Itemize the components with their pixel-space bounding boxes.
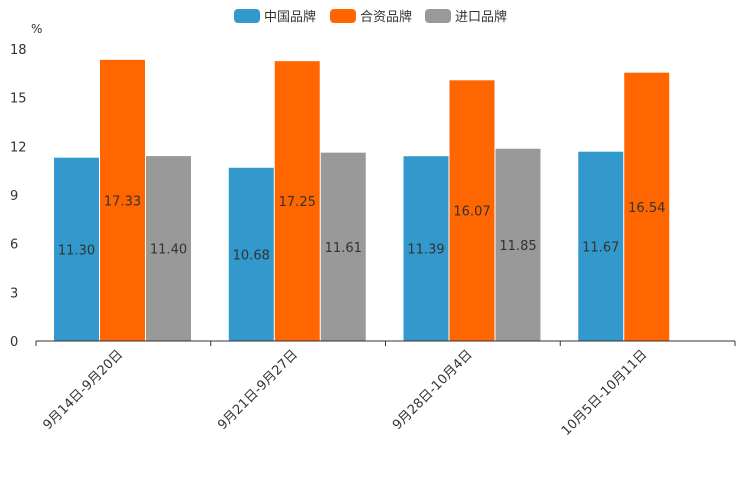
legend-swatch <box>234 9 260 23</box>
legend-item-1[interactable]: 中国品牌 <box>234 9 316 25</box>
x-category-label: 9月14日-9月20日 <box>40 347 126 433</box>
legend-swatch <box>425 9 451 23</box>
y-tick-label: 3 <box>10 286 18 301</box>
data-label: 17.33 <box>104 194 141 209</box>
data-label: 10.68 <box>233 248 270 263</box>
bar-4-2[interactable] <box>624 72 670 341</box>
data-label: 11.40 <box>150 243 187 258</box>
legend-label: 进口品牌 <box>455 9 507 25</box>
data-label: 11.30 <box>58 243 95 258</box>
y-axis-ticks: 0 3 6 9 12 15 18 <box>10 43 27 350</box>
legend: 中国品牌 合资品牌 进口品牌 <box>234 9 507 25</box>
y-tick-label: 6 <box>10 238 18 253</box>
y-axis-unit: % <box>31 22 42 36</box>
y-tick-label: 18 <box>10 43 27 58</box>
bar-2-3[interactable] <box>320 152 366 341</box>
x-category-label: 10月5日-10月11日 <box>559 347 651 439</box>
bar-3-1[interactable] <box>403 156 449 341</box>
data-label: 11.39 <box>407 243 444 258</box>
x-category-label: 9月28日-10月4日 <box>390 347 476 433</box>
bar-3-3[interactable] <box>495 148 541 341</box>
legend-label: 中国品牌 <box>264 9 316 25</box>
y-tick-label: 9 <box>10 189 18 204</box>
bar-1-1[interactable] <box>54 157 99 341</box>
data-label: 11.85 <box>499 239 536 254</box>
bar-3-2[interactable] <box>449 80 495 341</box>
y-tick-label: 0 <box>10 335 18 350</box>
bar-2-2[interactable] <box>274 61 320 342</box>
bar-4-1[interactable] <box>578 151 624 341</box>
legend-item-2[interactable]: 合资品牌 <box>330 9 412 25</box>
legend-item-3[interactable]: 进口品牌 <box>425 9 507 25</box>
x-axis: 9月14日-9月20日 9月21日-9月27日 9月28日-10月4日 10月5日-1… <box>35 340 736 439</box>
bars: 11.30 17.33 11.40 10.68 17.25 11.61 11.39 16.07… <box>54 59 670 342</box>
data-label: 16.07 <box>453 205 490 220</box>
y-tick-label: 12 <box>10 140 27 155</box>
bar-2-1[interactable] <box>228 167 274 341</box>
legend-label: 合资品牌 <box>360 9 412 25</box>
data-label: 16.54 <box>628 201 665 216</box>
data-label: 11.61 <box>325 241 362 256</box>
legend-swatch <box>330 9 356 23</box>
y-tick-label: 15 <box>10 92 27 107</box>
x-category-label: 9月21日-9月27日 <box>215 347 301 433</box>
bar-1-3[interactable] <box>146 156 191 341</box>
data-label: 17.25 <box>279 195 316 210</box>
bar-1-2[interactable] <box>100 59 145 341</box>
data-label: 11.67 <box>582 240 619 255</box>
